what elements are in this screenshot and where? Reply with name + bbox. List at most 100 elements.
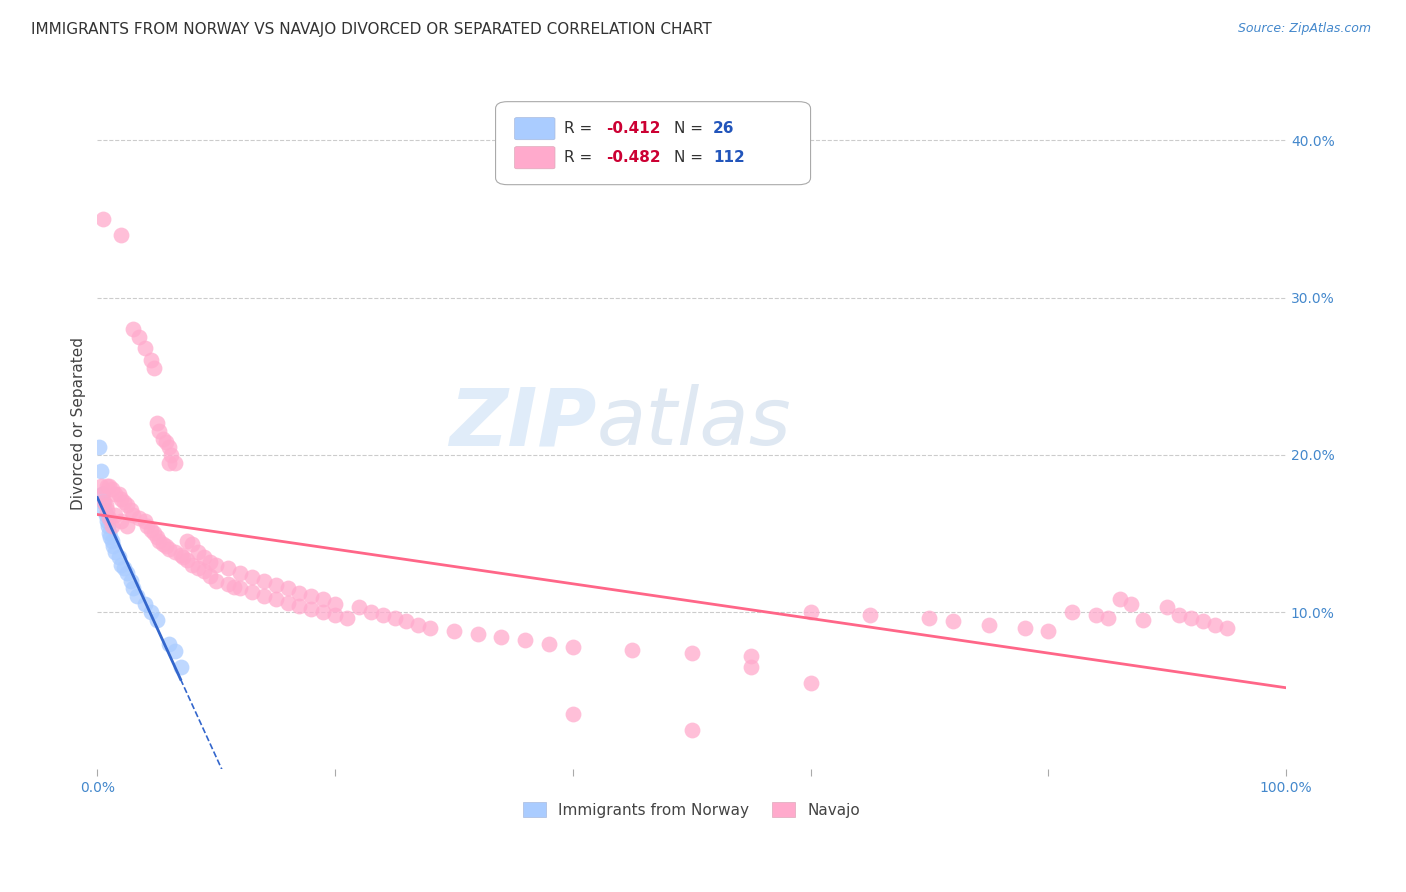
Point (443, 624, 465, 638)
Point (360, 605, 382, 619)
Point (125, 590, 148, 604)
Point (146, 613, 169, 627)
Point (157, 440, 180, 454)
Point (205, 574, 228, 588)
Point (312, 605, 335, 619)
Point (110, 227, 132, 242)
Y-axis label: Divorced or Separated: Divorced or Separated (72, 337, 86, 510)
Point (1191, 615, 1213, 629)
Point (229, 566, 252, 580)
Text: 26: 26 (713, 121, 734, 136)
Point (98, 479, 121, 493)
Point (160, 448, 183, 462)
Point (163, 545, 186, 559)
Point (323, 597, 346, 611)
Point (87, 440, 110, 454)
Point (139, 605, 162, 619)
Text: N =: N = (673, 121, 707, 136)
Point (122, 582, 145, 596)
Point (90, 464, 112, 478)
Point (1132, 613, 1154, 627)
Text: N =: N = (673, 150, 707, 165)
Point (115, 518, 138, 533)
Point (299, 602, 322, 616)
Point (288, 586, 311, 600)
Point (1215, 621, 1237, 635)
Point (288, 599, 311, 613)
Point (91, 487, 114, 501)
Point (143, 361, 166, 376)
Point (408, 617, 430, 632)
Point (299, 590, 322, 604)
Point (277, 596, 299, 610)
Point (91, 211, 114, 226)
FancyBboxPatch shape (515, 146, 555, 169)
Point (395, 615, 418, 629)
Point (942, 615, 965, 629)
Point (977, 617, 1000, 632)
Point (100, 518, 122, 533)
Point (112, 495, 135, 509)
Point (1014, 621, 1036, 635)
Point (96, 479, 118, 493)
Point (1180, 611, 1202, 625)
Point (681, 723, 703, 737)
Point (193, 564, 215, 578)
Point (122, 322, 145, 336)
Point (240, 584, 263, 599)
Point (1204, 617, 1226, 632)
Point (122, 508, 145, 522)
Point (277, 582, 299, 596)
Point (253, 590, 276, 604)
Point (1121, 597, 1143, 611)
Point (681, 646, 703, 660)
Point (323, 608, 346, 623)
Point (146, 417, 169, 431)
Point (222, 580, 245, 594)
Point (128, 510, 150, 524)
Point (172, 549, 194, 564)
Point (621, 642, 644, 657)
Point (157, 456, 180, 470)
Point (110, 491, 132, 506)
Point (157, 636, 180, 650)
Point (100, 530, 122, 544)
Point (90, 479, 112, 493)
Point (98, 510, 121, 524)
Point (467, 627, 489, 641)
Point (217, 576, 239, 591)
FancyBboxPatch shape (495, 102, 810, 185)
Text: -0.412: -0.412 (606, 121, 661, 136)
Point (98, 526, 121, 541)
Point (120, 503, 142, 517)
Point (312, 592, 335, 607)
Point (134, 514, 156, 528)
Point (152, 537, 174, 551)
Point (1060, 605, 1083, 619)
Point (134, 597, 156, 611)
Point (561, 707, 583, 722)
Point (1156, 600, 1178, 615)
Point (859, 608, 882, 623)
Text: -0.482: -0.482 (606, 150, 661, 165)
Point (101, 539, 124, 553)
Point (799, 675, 821, 690)
Point (217, 561, 239, 575)
Point (93, 495, 115, 509)
Point (384, 611, 406, 625)
Point (419, 621, 441, 635)
Point (253, 574, 276, 588)
Point (200, 569, 222, 583)
Point (115, 498, 138, 512)
Legend: Immigrants from Norway, Navajo: Immigrants from Norway, Navajo (517, 796, 866, 824)
Point (91, 495, 114, 509)
Point (205, 558, 228, 572)
Text: ZIP: ZIP (450, 384, 596, 462)
Point (96, 514, 118, 528)
Text: atlas: atlas (596, 384, 792, 462)
Point (152, 432, 174, 446)
Point (240, 570, 263, 584)
Point (176, 553, 198, 567)
Point (193, 549, 215, 564)
FancyBboxPatch shape (515, 118, 555, 140)
